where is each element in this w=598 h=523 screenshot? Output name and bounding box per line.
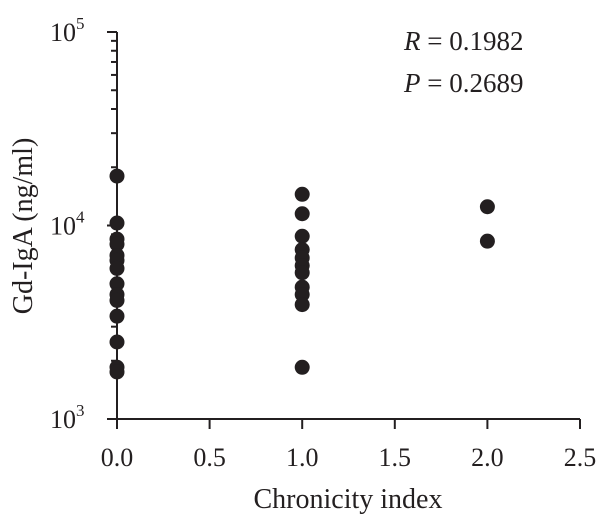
x-tick-label: 1.5: [379, 443, 412, 472]
data-point: [294, 206, 310, 222]
data-point: [109, 334, 125, 350]
data-point: [109, 168, 125, 184]
data-point: [294, 297, 310, 313]
x-tick-label: 2.0: [471, 443, 504, 472]
data-point: [479, 233, 495, 249]
x-tick-label: 1.0: [286, 443, 319, 472]
ticks: 0.0 0.5 1.0 1.5 2.0 2.5 103 104 105: [50, 14, 596, 472]
data-point: [294, 228, 310, 244]
x-axis-title: Chronicity index: [254, 484, 443, 515]
x-tick-label: 0.5: [193, 443, 226, 472]
data-point: [479, 199, 495, 215]
y-axis-title: Gd-IgA (ng/ml): [8, 138, 39, 315]
data-point: [109, 364, 125, 380]
data-point: [294, 359, 310, 375]
data-point: [109, 276, 125, 292]
r-annotation: R = 0.1982: [403, 26, 523, 56]
y-tick-label: 103: [50, 401, 85, 434]
data-point: [109, 260, 125, 276]
data-point: [109, 292, 125, 308]
data-point: [294, 265, 310, 281]
x-tick-label: 0.0: [101, 443, 134, 472]
y-tick-label: 104: [50, 208, 85, 241]
data-point: [109, 236, 125, 252]
y-tick-label: 105: [50, 14, 85, 47]
data-point: [294, 186, 310, 202]
data-point: [109, 215, 125, 231]
p-annotation: P = 0.2689: [403, 68, 523, 98]
x-tick-label: 2.5: [564, 443, 597, 472]
data-point: [109, 308, 125, 324]
data-points: [109, 168, 495, 380]
